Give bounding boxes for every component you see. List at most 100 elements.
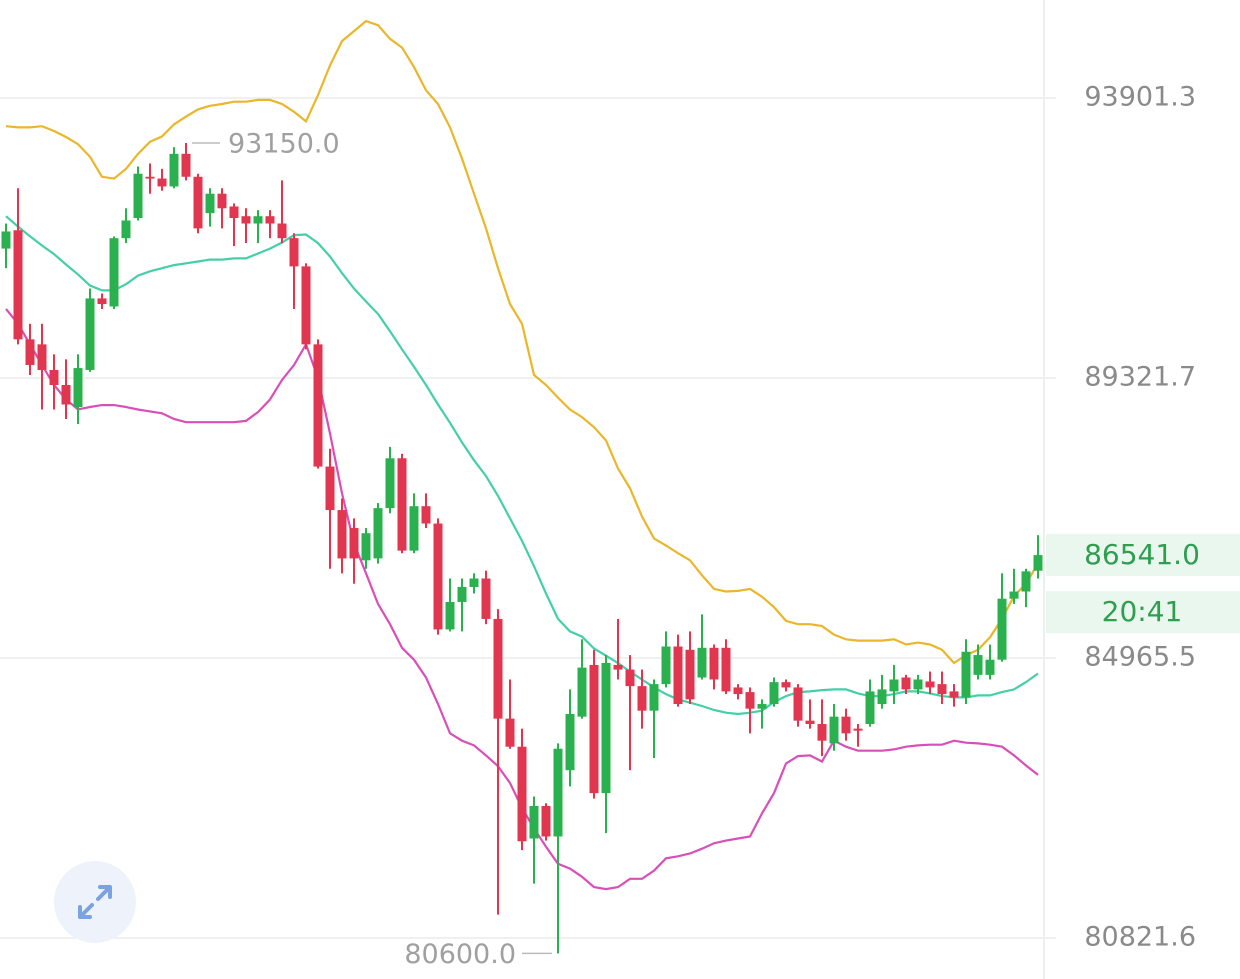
candle xyxy=(397,453,407,554)
candle xyxy=(193,173,203,234)
candle xyxy=(349,518,359,584)
candle xyxy=(865,679,875,727)
candle-body xyxy=(13,230,23,340)
candle-body xyxy=(505,718,515,747)
candle-body xyxy=(853,728,863,731)
candle-body xyxy=(565,713,575,771)
candle xyxy=(385,446,395,514)
candle xyxy=(913,674,923,695)
candle-body xyxy=(445,601,455,630)
candle xyxy=(709,644,719,690)
candle xyxy=(625,655,635,771)
candle xyxy=(841,708,851,741)
candle-body xyxy=(133,173,143,219)
candle xyxy=(433,518,443,635)
candle xyxy=(121,208,131,244)
candle xyxy=(565,689,575,787)
candle xyxy=(409,493,419,554)
candle xyxy=(1021,568,1031,608)
candle xyxy=(1009,568,1019,604)
candle-body xyxy=(493,618,503,719)
candle-body xyxy=(961,651,971,698)
candle-body xyxy=(889,679,899,692)
candle-body xyxy=(769,682,779,705)
candle xyxy=(985,644,995,680)
candle xyxy=(241,208,251,244)
candle-body xyxy=(97,298,107,304)
candle xyxy=(445,578,455,632)
candle xyxy=(877,674,887,709)
candle-body xyxy=(721,647,731,692)
candle xyxy=(373,502,383,564)
candle xyxy=(109,236,119,309)
candle-body xyxy=(85,298,95,370)
candle-body xyxy=(685,649,695,700)
candle xyxy=(637,669,647,729)
candle-body xyxy=(265,216,275,224)
candle xyxy=(493,609,503,915)
candle xyxy=(37,323,47,410)
expand-icon[interactable] xyxy=(78,885,112,919)
candle-body xyxy=(925,681,935,688)
candle-body xyxy=(241,216,251,224)
y-tick-label: 93901.3 xyxy=(1084,81,1196,112)
candle xyxy=(697,614,707,680)
candle-body xyxy=(613,664,623,670)
candle-body xyxy=(745,692,755,709)
candle-body xyxy=(709,647,719,680)
candle-body xyxy=(949,691,959,698)
candle-body xyxy=(361,533,371,561)
candle xyxy=(973,644,983,680)
candle-body xyxy=(877,689,887,705)
candle-body xyxy=(121,220,131,239)
candle-body xyxy=(1021,571,1031,592)
candle xyxy=(673,634,683,707)
expand-circle[interactable] xyxy=(54,861,136,943)
expand-button[interactable] xyxy=(54,861,136,943)
candle xyxy=(901,674,911,695)
candle-body xyxy=(313,344,323,467)
candle xyxy=(961,639,971,705)
last-price-label: 86541.0 xyxy=(1084,538,1200,571)
candle xyxy=(61,359,71,420)
candle-body xyxy=(397,458,407,551)
candle xyxy=(757,699,767,729)
candle-body xyxy=(385,458,395,509)
candle-body xyxy=(61,385,71,405)
candle xyxy=(73,354,83,425)
candle-body xyxy=(697,647,707,678)
candle xyxy=(361,528,371,569)
candle-body xyxy=(733,687,743,695)
last-price-box xyxy=(1046,534,1240,577)
candle xyxy=(469,573,479,594)
candle xyxy=(553,743,563,954)
candle-body xyxy=(157,178,167,187)
candle xyxy=(805,699,815,729)
candle xyxy=(169,147,179,189)
candle-body xyxy=(625,669,635,687)
candle xyxy=(481,570,491,625)
candle xyxy=(925,671,935,695)
candle-body xyxy=(349,528,359,559)
candle xyxy=(301,263,311,350)
min-label: 80600.0 xyxy=(404,939,516,970)
grid xyxy=(0,96,1056,939)
candle-body xyxy=(841,716,851,734)
candle xyxy=(949,684,959,707)
candle-body xyxy=(781,682,791,688)
candle-body xyxy=(649,684,659,711)
candle-body xyxy=(541,805,551,837)
candle xyxy=(421,493,431,529)
candle-body xyxy=(913,679,923,690)
candle xyxy=(589,649,599,799)
candle-body xyxy=(517,746,527,842)
candle-body xyxy=(421,506,431,524)
max-label: 93150.0 xyxy=(228,128,340,159)
candle-body xyxy=(253,216,263,224)
candle-body xyxy=(145,176,155,179)
candle xyxy=(133,166,143,221)
candle xyxy=(613,618,623,680)
